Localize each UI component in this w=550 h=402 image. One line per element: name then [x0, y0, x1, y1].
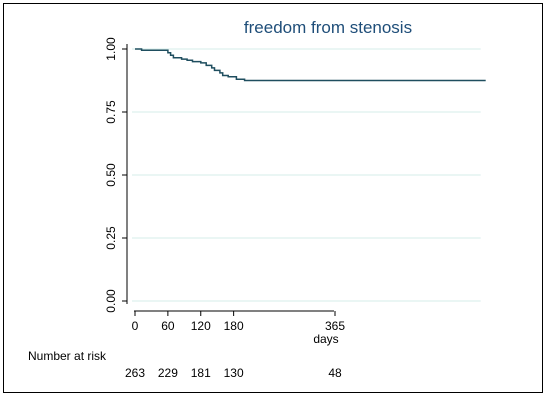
- risk-table-label: Number at risk: [28, 349, 107, 363]
- y-tick-label: 0.25: [104, 226, 118, 250]
- grid-lines: [132, 48, 481, 302]
- risk-value: 263: [125, 366, 145, 380]
- x-tick-label: 0: [132, 319, 139, 333]
- risk-value: 48: [328, 366, 342, 380]
- km-chart: freedom from stenosis 0.00 0.25 0.50 0.75 1.…: [28, 18, 486, 380]
- chart-frame: freedom from stenosis 0.00 0.25 0.50 0.75 1.…: [3, 3, 543, 393]
- y-tick-label: 1.00: [104, 37, 118, 61]
- y-tick-label: 0.50: [104, 163, 118, 187]
- x-tick-label: 120: [191, 319, 211, 333]
- x-axis-label: days: [313, 332, 338, 346]
- y-ticks: 0.00 0.25 0.50 0.75 1.00: [104, 37, 127, 313]
- risk-table-values: 263 229 181 130 48: [125, 366, 342, 380]
- y-tick-label: 0.75: [104, 100, 118, 124]
- x-ticks: 0 60 120 180 365: [132, 311, 345, 333]
- x-tick-label: 60: [161, 319, 175, 333]
- x-tick-label: 365: [325, 319, 345, 333]
- y-tick-label: 0.00: [104, 289, 118, 313]
- risk-value: 130: [224, 366, 244, 380]
- chart-title: freedom from stenosis: [244, 18, 412, 37]
- risk-value: 229: [158, 366, 178, 380]
- x-tick-label: 180: [224, 319, 244, 333]
- risk-value: 181: [191, 366, 211, 380]
- survival-curve: [135, 48, 486, 82]
